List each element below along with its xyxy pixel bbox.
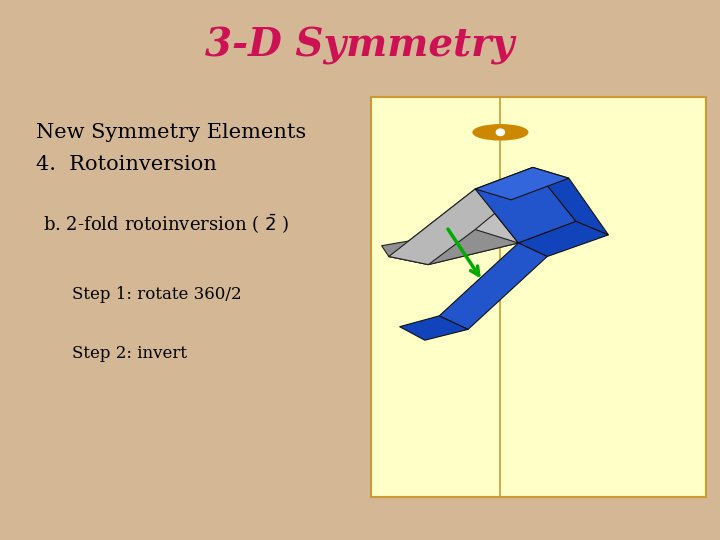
Text: b. 2-fold rotoinversion ( $\bar{2}$ ): b. 2-fold rotoinversion ( $\bar{2}$ ): [43, 212, 289, 236]
Polygon shape: [475, 167, 576, 243]
Polygon shape: [439, 243, 547, 329]
Text: Step 2: invert: Step 2: invert: [72, 345, 187, 362]
Text: New Symmetry Elements: New Symmetry Elements: [36, 123, 306, 142]
Ellipse shape: [496, 129, 505, 136]
Bar: [371, 97, 706, 497]
Polygon shape: [382, 230, 518, 265]
Polygon shape: [533, 167, 608, 235]
Polygon shape: [518, 221, 608, 256]
Polygon shape: [400, 316, 468, 340]
Ellipse shape: [473, 125, 528, 140]
Text: Step 1: rotate 360/2: Step 1: rotate 360/2: [72, 286, 242, 303]
Polygon shape: [389, 189, 518, 265]
Text: 3-D Symmetry: 3-D Symmetry: [205, 27, 515, 65]
Text: 4.  Rotoinversion: 4. Rotoinversion: [36, 155, 217, 174]
Polygon shape: [475, 167, 569, 200]
Polygon shape: [389, 189, 511, 265]
